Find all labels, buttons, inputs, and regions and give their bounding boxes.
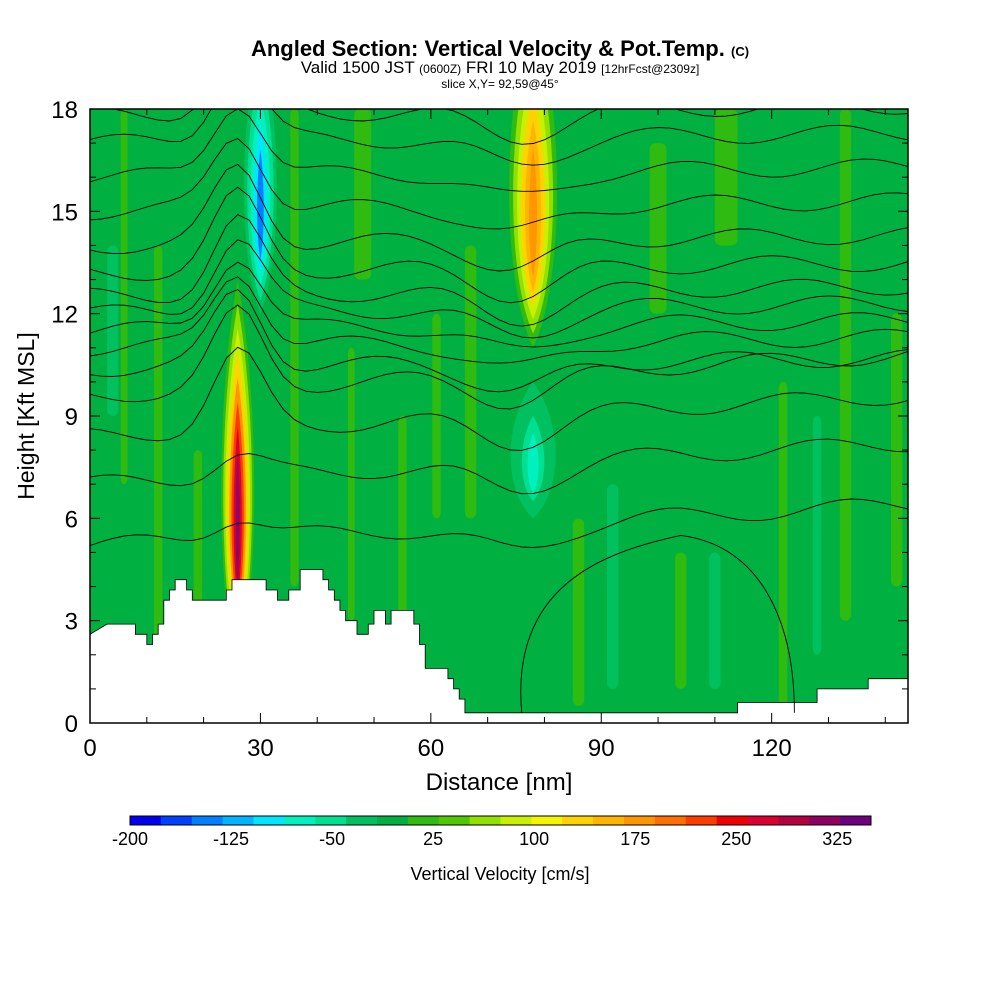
upper-downdraft-level-4 bbox=[257, 149, 264, 260]
field-streak-19 bbox=[354, 109, 372, 280]
upper-updraft-level-5 bbox=[529, 148, 538, 277]
theta-contour-8 bbox=[90, 214, 908, 327]
colorbar-tick-label-1: -125 bbox=[213, 829, 249, 849]
colorbar-swatch-7 bbox=[346, 816, 378, 825]
theta-contour-6 bbox=[90, 261, 908, 348]
field-streak-4 bbox=[347, 347, 355, 621]
colorbar-label: Vertical Velocity [cm/s] bbox=[410, 864, 589, 884]
theta-contour-2 bbox=[90, 346, 908, 451]
colorbar-swatch-1 bbox=[160, 816, 193, 825]
colorbar-swatch-18 bbox=[685, 816, 718, 825]
colorbar-swatch-2 bbox=[191, 816, 224, 825]
theta-contour-12 bbox=[90, 109, 908, 192]
field-streak-13 bbox=[812, 416, 822, 655]
y-tick-label-0: 0 bbox=[65, 711, 78, 738]
field-streak-8 bbox=[572, 518, 585, 706]
theta-contour-low bbox=[520, 534, 795, 713]
field-streak-12 bbox=[778, 381, 788, 706]
field-streak-6 bbox=[432, 313, 441, 519]
x-tick-label-3: 90 bbox=[588, 735, 615, 762]
theta-contour-5 bbox=[90, 276, 908, 364]
field-streak-10 bbox=[675, 552, 687, 689]
x-axis-label: Distance [nm] bbox=[426, 769, 573, 796]
colorbar-swatch-17 bbox=[654, 816, 687, 825]
theta-contour-1 bbox=[90, 438, 908, 495]
colorbar-swatch-21 bbox=[778, 816, 810, 825]
field-streak-15 bbox=[890, 313, 903, 587]
colorbar-swatch-3 bbox=[222, 816, 254, 825]
colorbar-frame bbox=[129, 815, 872, 826]
chart-subtitle: Valid 1500 JST (0600Z) FRI 10 May 2019 [… bbox=[0, 58, 1000, 78]
field-layer bbox=[90, 109, 908, 723]
colorbar-swatch-13 bbox=[531, 816, 563, 825]
field-streak-5 bbox=[398, 416, 407, 621]
theta-contour-7 bbox=[90, 239, 908, 339]
theta-contour-13 bbox=[90, 109, 908, 166]
theta-contour-11 bbox=[90, 137, 908, 230]
colorbar-swatch-5 bbox=[284, 816, 316, 825]
colorbar-swatch-20 bbox=[747, 816, 779, 825]
x-tick-label-4: 120 bbox=[752, 735, 792, 762]
field-streak-9 bbox=[606, 484, 619, 689]
y-tick-label-1: 3 bbox=[65, 609, 78, 636]
colorbar-swatch-8 bbox=[377, 816, 409, 825]
field-streak-18 bbox=[107, 245, 119, 416]
colorbar-swatch-9 bbox=[407, 816, 440, 825]
colorbar-swatch-19 bbox=[716, 816, 748, 825]
field-streak-17 bbox=[714, 109, 738, 246]
zulu-time: (0600Z) bbox=[419, 62, 462, 76]
field-streak-3 bbox=[290, 109, 299, 587]
colorbar-tick-label-4: 100 bbox=[519, 829, 549, 849]
theta-contour-0 bbox=[90, 498, 908, 548]
field-streak-7 bbox=[464, 245, 477, 519]
y-tick-label-5: 15 bbox=[51, 199, 78, 226]
field-streak-2 bbox=[193, 450, 203, 621]
colorbar-swatch-22 bbox=[809, 816, 841, 825]
theta-contour-4 bbox=[90, 288, 908, 393]
colorbar-tick-label-6: 250 bbox=[721, 829, 751, 849]
colorbar-tick-label-3: 25 bbox=[423, 829, 443, 849]
y-tick-label-2: 6 bbox=[65, 506, 78, 533]
colorbar-tick-label-0: -200 bbox=[112, 829, 148, 849]
field-streak-11 bbox=[709, 552, 721, 689]
x-tick-label-2: 60 bbox=[417, 735, 444, 762]
theta-contour-10 bbox=[90, 163, 908, 272]
theta-contours bbox=[90, 109, 908, 713]
theta-contour-3 bbox=[90, 304, 908, 410]
x-tick-label-1: 30 bbox=[247, 735, 274, 762]
colorbar-swatch-16 bbox=[624, 816, 656, 825]
chart-title: Angled Section: Vertical Velocity & Pot.… bbox=[0, 36, 1000, 62]
colorbar-swatch-14 bbox=[562, 816, 594, 825]
valid-time: Valid 1500 JST bbox=[300, 58, 415, 77]
terrain bbox=[90, 569, 908, 723]
colorbar-tick-label-5: 175 bbox=[620, 829, 650, 849]
colorbar-swatch-11 bbox=[469, 816, 501, 825]
colorbar-tick-label-2: -50 bbox=[319, 829, 345, 849]
updraft-core-level-7 bbox=[235, 451, 240, 587]
field-streak-16 bbox=[649, 143, 667, 314]
colorbar-swatch-23 bbox=[840, 816, 872, 825]
y-axis-label: Height [Kft MSL] bbox=[13, 332, 39, 499]
y-tick-label-4: 12 bbox=[51, 302, 78, 329]
x-tick-label-0: 0 bbox=[83, 735, 96, 762]
field-streak-1 bbox=[153, 245, 163, 655]
slice-label: slice X,Y= 92,59@45° bbox=[441, 77, 559, 91]
colorbar-swatch-12 bbox=[500, 816, 532, 825]
colorbar-swatch-4 bbox=[253, 816, 285, 825]
y-tick-label-6: 18 bbox=[51, 97, 78, 124]
colorbar-swatch-0 bbox=[130, 816, 162, 825]
forecast-label: [12hrFcst@2309z] bbox=[601, 62, 700, 76]
y-tick-label-3: 9 bbox=[65, 404, 78, 431]
valid-date: FRI 10 May 2019 bbox=[465, 58, 597, 77]
title-main: Angled Section: Vertical Velocity & Pot.… bbox=[250, 36, 725, 61]
title-suffix: (C) bbox=[731, 44, 750, 59]
colorbar-swatch-6 bbox=[315, 816, 347, 825]
theta-contour-9 bbox=[90, 186, 908, 304]
theta-contour-14 bbox=[110, 109, 908, 145]
colorbar-tick-label-7: 325 bbox=[822, 829, 852, 849]
field-streak-0 bbox=[120, 109, 128, 485]
colorbar-swatch-10 bbox=[438, 816, 471, 825]
colorbar-swatch-15 bbox=[593, 816, 625, 825]
